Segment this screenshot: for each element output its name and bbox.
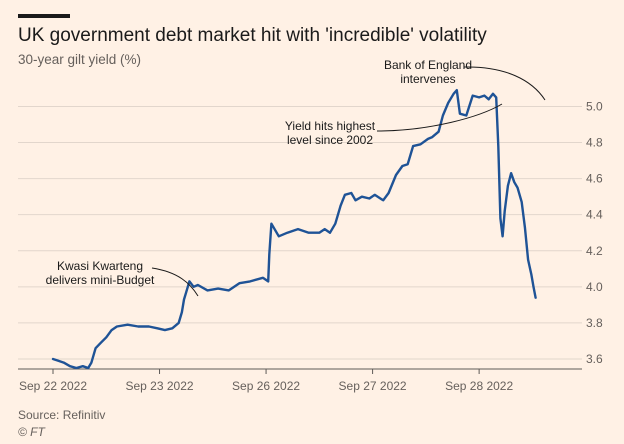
annotation-label: intervenes (400, 72, 455, 86)
x-tick-label: Sep 23 2022 (125, 379, 193, 393)
y-tick-label: 4.2 (586, 244, 603, 258)
y-tick-label: 5.0 (586, 99, 603, 113)
annotation-connector (151, 267, 199, 297)
y-axis: 3.6 3.8 4.0 4.2 4.4 4.6 4.8 5.0 (586, 99, 603, 366)
y-tick-label: 3.6 (586, 352, 603, 366)
x-tick-label: Sep 22 2022 (19, 379, 87, 393)
x-tick-label: Sep 27 2022 (339, 379, 407, 393)
chart-subtitle: 30-year gilt yield (%) (18, 52, 142, 67)
gridlines (18, 105, 582, 360)
chart-title: UK government debt market hit with 'incr… (18, 25, 487, 46)
ft-credit: © FT (18, 425, 45, 439)
ft-top-bar (18, 14, 70, 18)
series-line-layer (51, 89, 537, 370)
annotation-label: Bank of England (384, 58, 472, 72)
annotation-label: level since 2002 (287, 133, 373, 147)
series-line (51, 89, 537, 370)
source-note: Source: Refinitiv (18, 408, 106, 422)
y-tick-label: 4.0 (586, 280, 603, 294)
x-tick-label: Sep 28 2022 (445, 379, 513, 393)
y-tick-label: 4.8 (586, 136, 603, 150)
y-tick-label: 3.8 (586, 316, 603, 330)
annotation-connector (376, 103, 503, 132)
annotation-label: delivers mini-Budget (46, 273, 155, 287)
x-tick-label: Sep 26 2022 (232, 379, 300, 393)
annotation-label: Yield hits highest (285, 119, 376, 133)
y-tick-label: 4.4 (586, 208, 603, 222)
annotation-connector (463, 66, 546, 101)
y-tick-label: 4.6 (586, 172, 603, 186)
x-axis: Sep 22 2022 Sep 23 2022 Sep 26 2022 Sep 27 … (18, 368, 582, 393)
annotation-label: Kwasi Kwarteng (57, 259, 143, 273)
